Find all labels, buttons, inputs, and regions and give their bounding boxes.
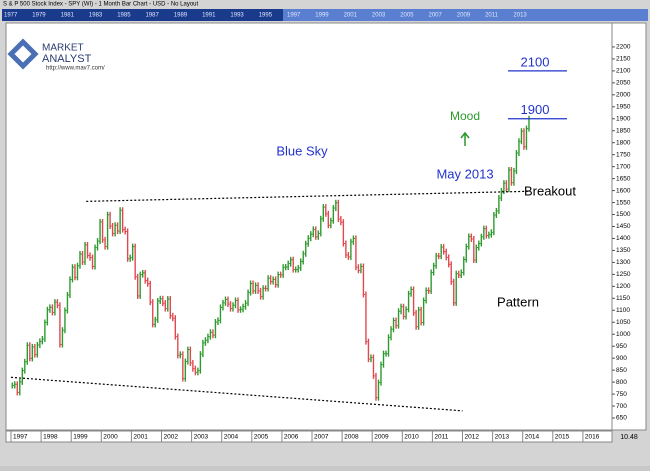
logo-text: ANALYST: [42, 53, 92, 65]
overview-year: 1997: [287, 13, 301, 19]
x-tick-label: 2012: [465, 434, 480, 441]
x-tick-label: 2015: [555, 434, 570, 441]
y-tick-label: 1950: [616, 104, 631, 111]
overview-year: 2003: [372, 13, 386, 19]
trend-line: [10, 376, 463, 412]
x-tick-label: 1999: [73, 434, 88, 441]
trend-line: [86, 190, 529, 202]
y-tick-label: 1400: [616, 235, 631, 242]
annotation: Mood: [450, 109, 480, 123]
y-tick-label: 750: [616, 391, 627, 398]
overview-year: 1995: [259, 13, 273, 19]
logo-url: http://www.mav7.com/: [46, 66, 105, 72]
annotation: Pattern: [497, 294, 539, 309]
annotation: Blue Sky: [276, 143, 328, 158]
y-tick-label: 1650: [616, 175, 631, 182]
overview-year: 1979: [32, 13, 46, 19]
level-label: 2100: [521, 54, 550, 69]
overview-year: 1993: [230, 13, 244, 19]
y-tick-label: 2050: [616, 80, 631, 87]
plot-area: [5, 22, 613, 431]
y-tick-label: 2150: [616, 56, 631, 63]
overview-year: 2007: [429, 13, 443, 19]
overview-year: 1987: [146, 13, 160, 19]
y-tick-label: 1200: [616, 283, 631, 290]
y-tick-label: 1000: [616, 331, 631, 338]
x-tick-label: 2006: [284, 434, 299, 441]
x-tick-label: 2007: [314, 434, 329, 441]
y-tick-label: 1250: [616, 271, 631, 278]
y-tick-label: 900: [616, 355, 627, 362]
x-tick-label: 2001: [133, 434, 148, 441]
y-tick-label: 650: [616, 415, 627, 422]
x-axis-panel: [5, 430, 613, 443]
y-tick-label: 2200: [616, 44, 631, 51]
x-tick-label: 2004: [224, 434, 239, 441]
y-tick-label: 700: [616, 403, 627, 410]
mood-arrow: [460, 131, 470, 146]
y-tick-label: 800: [616, 379, 627, 386]
y-tick-label: 850: [616, 367, 627, 374]
y-tick-label: 2100: [616, 68, 631, 75]
x-tick-label: 2013: [495, 434, 510, 441]
x-tick-label: 2014: [525, 434, 540, 441]
overview-year: 1977: [4, 13, 18, 19]
overview-year: 1991: [202, 13, 216, 19]
y-tick-label: 950: [616, 343, 627, 350]
x-tick-label: 1998: [43, 434, 58, 441]
y-tick-label: 1600: [616, 187, 631, 194]
x-tick-label: 2016: [585, 434, 600, 441]
y-axis-panel: [611, 22, 647, 431]
overview-year: 1981: [61, 13, 75, 19]
x-tick-label: 1997: [13, 434, 28, 441]
window-title: S & P 500 Stock Index - SPY (WI) - 1 Mon…: [3, 2, 199, 8]
y-tick-label: 1450: [616, 223, 631, 230]
overview-year: 2013: [513, 13, 527, 19]
y-tick-label: 1550: [616, 199, 631, 206]
y-tick-label: 1850: [616, 127, 631, 134]
y-tick-label: 1050: [616, 319, 631, 326]
y-tick-label: 1300: [616, 259, 631, 266]
x-tick-label: 2009: [374, 434, 389, 441]
x-tick-label: 2008: [344, 434, 359, 441]
overview-year: 2011: [485, 13, 499, 19]
y-tick-label: 2000: [616, 92, 631, 99]
y-tick-label: 1750: [616, 151, 631, 158]
overview-year: 2001: [344, 13, 358, 19]
corner-label: 10.48: [620, 434, 638, 441]
y-tick-label: 1350: [616, 247, 631, 254]
x-tick-label: 2011: [434, 434, 448, 441]
x-tick-label: 2002: [164, 434, 179, 441]
overview-window: [283, 9, 648, 21]
level-label: 1900: [521, 102, 550, 117]
x-tick-label: 2000: [103, 434, 118, 441]
annotation: Breakout: [524, 183, 576, 198]
overview-year: 1989: [174, 13, 188, 19]
logo: MARKET ANALYST http://www.mav7.com/: [7, 38, 105, 72]
y-tick-label: 1800: [616, 139, 631, 146]
overview-year: 2009: [457, 13, 471, 19]
y-tick-label: 1150: [616, 295, 630, 302]
x-tick-label: 2010: [404, 434, 419, 441]
y-tick-label: 1500: [616, 211, 631, 218]
overview-year: 1983: [89, 13, 103, 19]
logo-text: MARKET: [42, 43, 84, 54]
y-tick-label: 1700: [616, 163, 631, 170]
annotation: May 2013: [436, 166, 493, 181]
overview-year: 2005: [400, 13, 414, 19]
overview-year: 1985: [117, 13, 131, 19]
overview-year: 1999: [315, 13, 329, 19]
y-tick-label: 1900: [616, 115, 631, 122]
x-tick-label: 2005: [254, 434, 269, 441]
y-tick-label: 1100: [616, 307, 630, 314]
x-tick-label: 2003: [194, 434, 209, 441]
